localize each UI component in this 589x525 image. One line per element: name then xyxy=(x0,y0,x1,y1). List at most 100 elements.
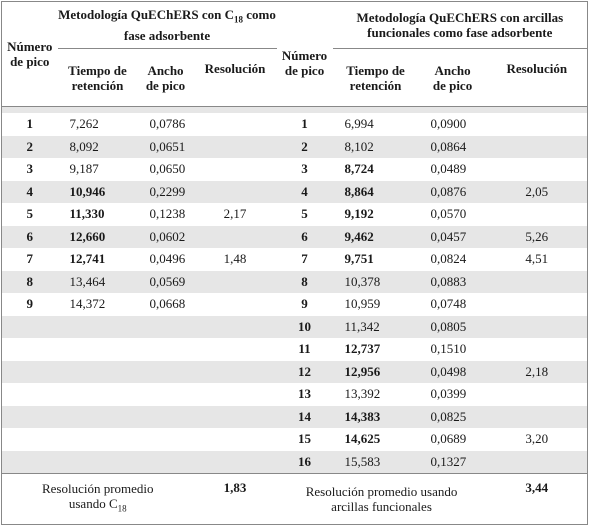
retention-right-cell: 14,383 xyxy=(332,405,419,428)
width-header-right: Ancho de pico xyxy=(419,49,487,107)
resolution-right-cell: 2,18 xyxy=(486,360,588,383)
table-row: 12 12,956 0,0498 2,18 xyxy=(1,360,588,383)
resolution-right-cell xyxy=(487,158,588,181)
group-header-c18-part2: como fase adsorbente xyxy=(123,7,276,43)
table-row: 16 15,583 0,1327 xyxy=(1,450,588,474)
resolution-left-cell xyxy=(193,225,277,248)
width-left-cell: 0,0651 xyxy=(137,135,194,158)
width-right-cell: 0,0457 xyxy=(418,225,487,248)
peak-left-cell xyxy=(1,315,58,338)
peak-right-cell: 16 xyxy=(276,450,333,474)
peak-left-cell: 6 xyxy=(1,225,58,248)
width-right-cell: 0,1327 xyxy=(418,450,487,474)
resolution-right-cell xyxy=(486,405,588,428)
retention-right-cell: 11,342 xyxy=(332,315,419,338)
width-header-left: Ancho de pico xyxy=(138,49,194,107)
table-row: 10 11,342 0,0805 xyxy=(1,315,588,338)
peak-left-cell xyxy=(2,428,58,451)
group-header-c18-subscript: 18 xyxy=(234,14,244,25)
retention-right-cell: 12,956 xyxy=(332,360,419,383)
retention-left-cell xyxy=(57,360,138,383)
resolution-right-cell xyxy=(487,203,588,226)
retention-right-cell: 9,462 xyxy=(332,225,419,248)
peak-left-cell: 4 xyxy=(1,180,58,203)
retention-left-cell: 11,330 xyxy=(69,206,105,221)
resolution-right-cell xyxy=(487,338,588,361)
resolution-left-cell xyxy=(193,450,277,474)
peak-left-cell xyxy=(2,383,58,406)
resolution-left-cell xyxy=(194,428,277,451)
table-row: 11 12,737 0,1510 xyxy=(2,338,588,361)
table-row: 2 8,092 0,0651 2 8,102 0,0864 xyxy=(1,135,588,158)
spacer-row xyxy=(1,106,588,113)
retention-right-cell: 13,392 xyxy=(344,386,381,401)
peak-right-cell: 10 xyxy=(276,315,333,338)
resolution-left-cell: 1,48 xyxy=(223,251,247,266)
resolution-left-cell xyxy=(194,113,277,136)
resolution-left-cell: 2,17 xyxy=(223,206,247,221)
retention-right-cell: 8,864 xyxy=(332,180,419,203)
summary-left-label: Resolución promedio usando C18 xyxy=(1,473,194,525)
retention-left-cell xyxy=(58,383,138,406)
resolution-left-cell xyxy=(193,360,277,383)
table-row: 9 14,372 0,0668 9 10,959 0,0748 xyxy=(2,293,588,316)
retention-header-right-text: Tiempo de retención xyxy=(346,62,405,93)
summary-left-label-line2: usando C xyxy=(68,496,118,512)
retention-right-cell: 8,724 xyxy=(344,161,374,176)
group-header-c18-part1: Metodología QuEChERS con C xyxy=(58,7,235,23)
peak-right-cell: 1 xyxy=(301,116,308,131)
table-row: 13 13,392 0,0399 xyxy=(2,383,588,406)
table-row: 8 13,464 0,0569 8 10,378 0,0883 xyxy=(1,270,588,293)
results-table-body: 1 7,262 0,0786 1 6,994 0,0900 2 8,092 0,0651 2 8,1… xyxy=(1,106,588,474)
peak-number-header-left-text: Número de pico xyxy=(7,39,53,69)
resolution-right-cell xyxy=(486,315,588,338)
resolution-header-left: Resolución xyxy=(194,49,277,107)
retention-left-cell: 12,660 xyxy=(57,225,138,248)
table-row: 4 10,946 0,2299 4 8,864 0,0876 2,05 xyxy=(1,180,588,203)
resolution-header-left-text: Resolución xyxy=(204,61,266,76)
resolution-left-cell xyxy=(193,135,277,158)
table-row: 3 9,187 0,0650 3 8,724 0,0489 xyxy=(2,158,588,181)
peak-right-cell: 2 xyxy=(276,135,333,158)
width-left-cell: 0,0602 xyxy=(137,225,194,248)
table-row: 7 12,741 0,0496 1,48 7 9,751 0,0824 4,51 xyxy=(2,248,588,271)
peak-number-header-right: Número de pico xyxy=(277,2,333,107)
peak-left-cell: 3 xyxy=(26,161,34,176)
retention-left-cell: 8,092 xyxy=(57,135,138,158)
width-left-cell xyxy=(137,450,194,474)
peak-left-cell xyxy=(1,450,58,474)
resolution-right-cell xyxy=(487,113,588,136)
summary-right-value: 3,44 xyxy=(486,473,588,525)
peak-left-cell xyxy=(2,338,58,361)
width-left-cell: 0,1238 xyxy=(149,206,186,221)
group-header-clays: Metodología QuEChERS con arcillas funcio… xyxy=(332,1,588,49)
retention-right-cell: 15,583 xyxy=(332,450,419,474)
width-right-cell: 0,0864 xyxy=(418,135,487,158)
peak-right-cell: 3 xyxy=(301,161,308,176)
retention-right-cell: 8,102 xyxy=(332,135,419,158)
peak-right-cell: 14 xyxy=(276,405,333,428)
retention-left-cell xyxy=(58,338,138,361)
width-left-cell xyxy=(138,383,194,406)
retention-left-cell: 7,262 xyxy=(69,116,99,131)
resolution-left-cell xyxy=(194,383,277,406)
peak-number-header-right-text: Número de pico xyxy=(281,48,328,78)
resolution-left-cell xyxy=(194,293,277,316)
retention-header-left-text: Tiempo de retención xyxy=(68,62,127,93)
peak-right-cell: 8 xyxy=(276,270,333,293)
peak-left-cell: 5 xyxy=(26,206,34,221)
width-right-cell: 0,0570 xyxy=(430,206,467,221)
summary-row: Resolución promedio usando C18 1,83 Reso… xyxy=(1,473,588,525)
peak-left-cell: 8 xyxy=(1,270,58,293)
retention-left-cell: 9,187 xyxy=(69,161,99,176)
peak-right-cell: 11 xyxy=(298,341,311,356)
peak-left-cell xyxy=(1,405,58,428)
resolution-right-cell: 5,26 xyxy=(486,225,588,248)
width-left-cell: 0,0569 xyxy=(137,270,194,293)
retention-left-cell: 10,946 xyxy=(57,180,138,203)
width-right-cell: 0,0489 xyxy=(430,161,467,176)
peak-right-cell: 4 xyxy=(276,180,333,203)
retention-left-cell xyxy=(57,405,138,428)
resolution-right-cell: 3,20 xyxy=(525,431,549,446)
